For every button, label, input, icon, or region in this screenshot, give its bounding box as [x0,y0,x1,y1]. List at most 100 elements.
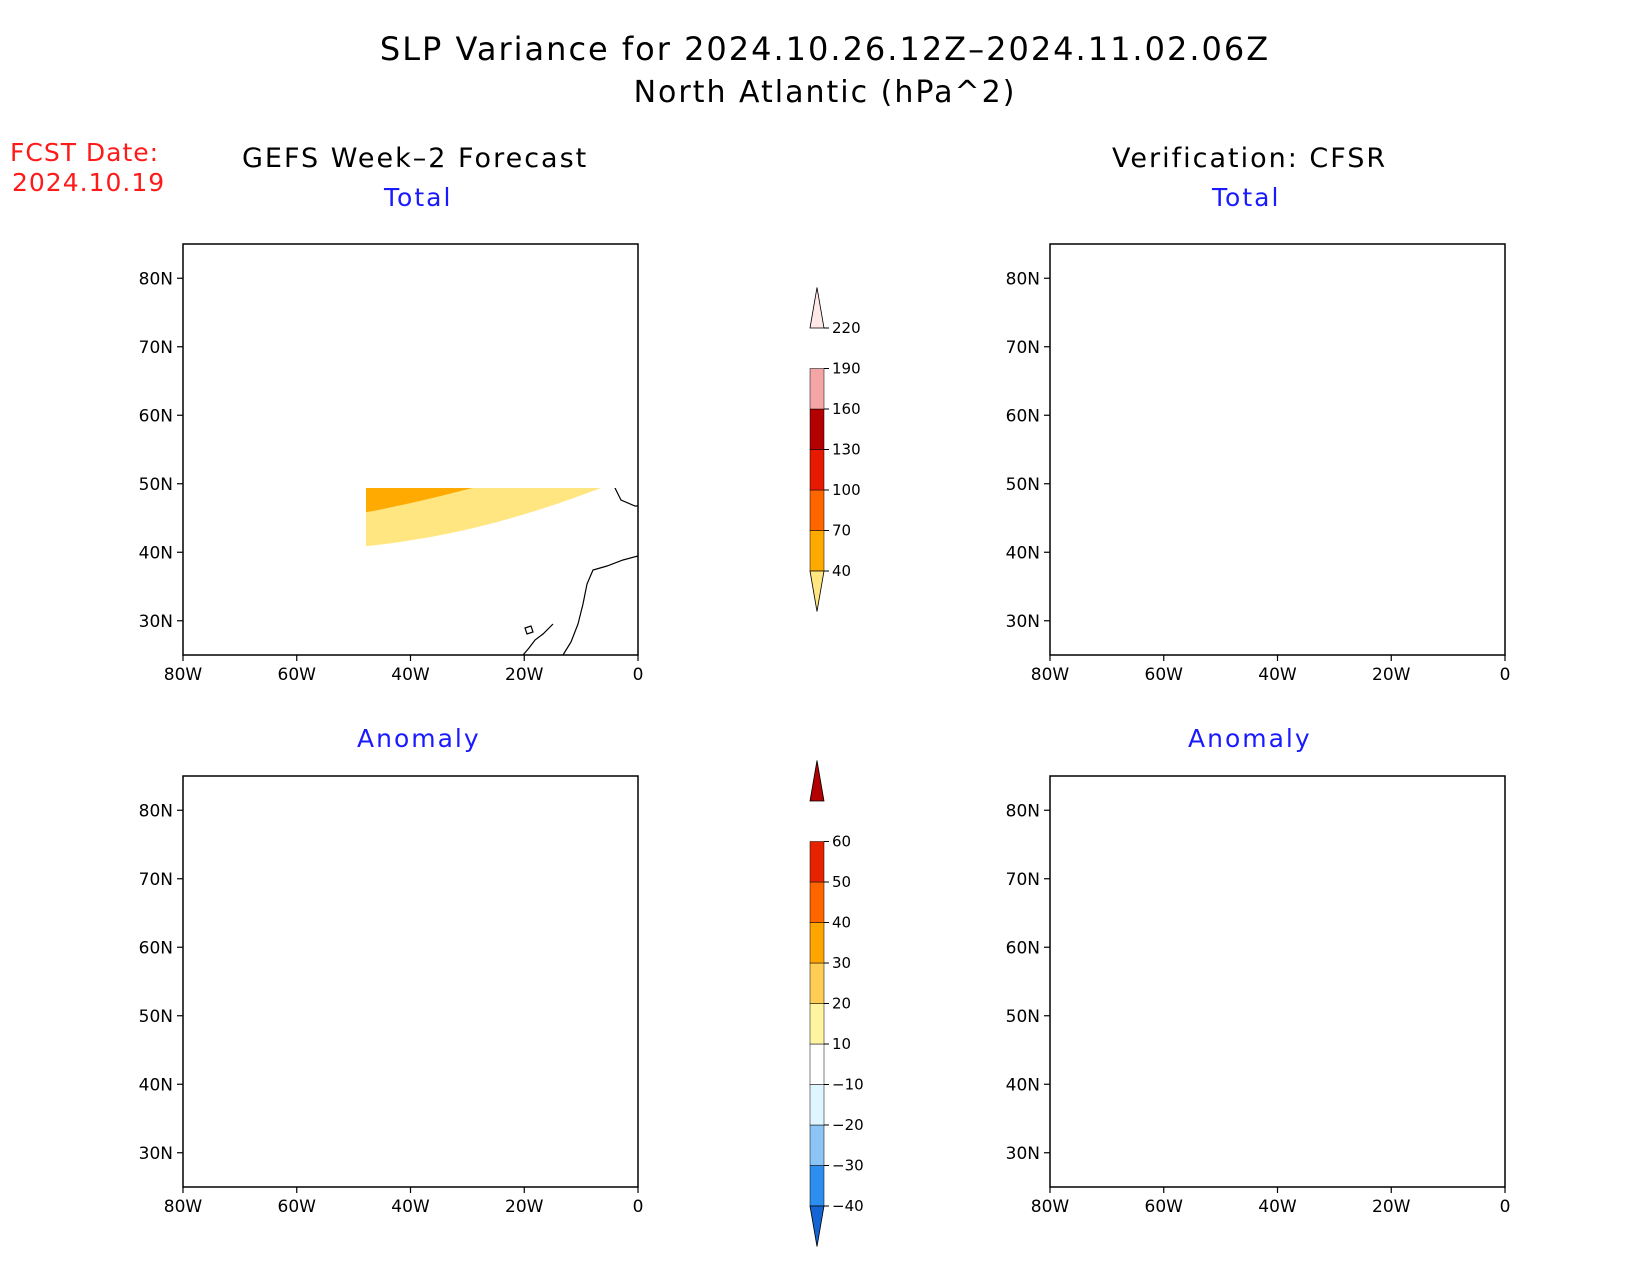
colorbar-total-label: 100 [832,481,861,499]
colorbar-anomaly-label: 10 [832,1035,851,1053]
forecast-anomaly-lat-label: 30N [139,1144,173,1164]
colorbar-total-swatch [809,368,825,410]
colorbar-total-label: 220 [832,319,861,337]
colorbar-anomaly: −40 −30 −20 −10 10 20 30 40 50 60 [809,760,864,1247]
forecast-total-lon-label: 80W [164,665,203,685]
verification-total-lat-label: 40N [1006,543,1040,563]
verification-anomaly-lat-label: 60N [1006,938,1040,958]
colorbar-anomaly-label: −40 [832,1197,864,1215]
colorbar-anomaly-label: 30 [832,954,851,972]
forecast-total-lat-label: 70N [139,338,173,358]
forecast-total-lon-label: 20W [505,665,544,685]
verification-anomaly-lat-label: 30N [1006,1144,1040,1164]
colorbar-total: 40 70 100 130 160 190 220 [809,287,861,612]
colorbar-anomaly-swatch [809,881,825,923]
forecast-anomaly-lon-label: 0 [633,1197,644,1217]
verification-total-lat-label: 70N [1006,338,1040,358]
verification-anomaly-title: Anomaly [1188,724,1312,753]
forecast-column-title: GEFS Week–2 Forecast [242,143,589,174]
forecast-total-lon-label: 40W [391,665,430,685]
verification-anomaly-lon-label: 80W [1031,1197,1070,1217]
colorbar-anomaly-swatch [809,1084,825,1126]
colorbar-anomaly-label: 50 [832,873,851,891]
verification-total-frame [1049,243,1506,656]
forecast-anomaly-lat-label: 50N [139,1007,173,1027]
verification-anomaly-lon-label: 40W [1258,1197,1297,1217]
colorbar-total-label: 70 [832,522,851,540]
colorbar-total-bottom-cap [809,570,825,612]
verification-anomaly-map [1050,776,1505,1187]
verification-total-map [1050,244,1505,655]
verification-column-title: Verification: CFSR [1112,143,1388,174]
colorbar-anomaly-label: −20 [832,1116,864,1134]
colorbar-anomaly-swatch [809,1043,825,1085]
forecast-anomaly-lat-label: 60N [139,938,173,958]
figure-title-line1: SLP Variance for 2024.10.26.12Z–2024.11.… [379,30,1271,68]
colorbar-total-swatch [809,449,825,491]
forecast-total-map [366,488,639,656]
colorbar-total-swatch [809,530,825,572]
colorbar-anomaly-swatch [809,1003,825,1045]
verification-total-lat-label: 60N [1006,406,1040,426]
forecast-anomaly-lat-label: 80N [139,801,173,821]
colorbar-total-label: 160 [832,400,861,418]
figure-title-line2: North Atlantic (hPa^2) [633,75,1017,110]
verification-total-lat-label: 50N [1006,475,1040,495]
forecast-total-lat-label: 50N [139,475,173,495]
colorbar-total-swatch [809,489,825,531]
forecast-anomaly-map [183,776,638,1187]
verification-anomaly-lon-label: 0 [1500,1197,1511,1217]
verification-anomaly-lon-label: 60W [1145,1197,1184,1217]
forecast-total-title: Total [384,183,453,212]
forecast-anomaly-lon-label: 40W [391,1197,430,1217]
colorbar-anomaly-swatch [809,841,825,883]
verification-anomaly-lon-label: 20W [1372,1197,1411,1217]
forecast-total-lon-label: 60W [278,665,317,685]
verification-total-lon-label: 40W [1258,665,1297,685]
forecast-anomaly-lat-label: 70N [139,870,173,890]
axes-layer: 80N 70N 60N 50N 40N 30N 80W 60W 40W 20W 0 80N 70N 60N… [139,269,1511,1217]
colorbar-total-swatch [809,408,825,450]
colorbar-anomaly-bottom-cap [809,1205,825,1247]
fcst-date-label: FCST Date: [10,138,160,167]
verification-total-title: Total [1212,183,1281,212]
fcst-date-value: 2024.10.19 [12,168,166,197]
forecast-anomaly-frame [182,775,639,1188]
colorbar-anomaly-label: −10 [832,1076,864,1094]
colorbar-anomaly-top-cap [809,760,825,802]
colorbar-anomaly-label: −30 [832,1157,864,1175]
colorbar-anomaly-swatch [809,962,825,1004]
colorbar-anomaly-swatch [809,1165,825,1207]
verification-total-lat-label: 30N [1006,612,1040,632]
forecast-total-lat-label: 40N [139,543,173,563]
colorbar-anomaly-swatch [809,922,825,964]
verification-anomaly-frame [1049,775,1506,1188]
forecast-anomaly-lon-label: 80W [164,1197,203,1217]
forecast-total-lat-label: 80N [139,269,173,289]
verification-anomaly-lat-label: 50N [1006,1007,1040,1027]
verification-total-lon-label: 0 [1500,665,1511,685]
forecast-anomaly-lon-label: 20W [505,1197,544,1217]
forecast-anomaly-lat-label: 40N [139,1075,173,1095]
verification-total-lon-label: 80W [1031,665,1070,685]
colorbar-total-top-cap [809,287,825,329]
colorbar-anomaly-label: 60 [832,833,851,851]
colorbar-total-label: 40 [832,562,851,580]
verification-total-lon-label: 60W [1145,665,1184,685]
forecast-anomaly-lon-label: 60W [278,1197,317,1217]
colorbar-anomaly-swatch [809,1124,825,1166]
forecast-total-lon-label: 0 [633,665,644,685]
verification-total-lon-label: 20W [1372,665,1411,685]
colorbar-anomaly-label: 20 [832,995,851,1013]
forecast-total-lat-label: 60N [139,406,173,426]
verification-anomaly-lat-label: 80N [1006,801,1040,821]
colorbar-total-label: 130 [832,441,861,459]
colorbar-anomaly-label: 40 [832,914,851,932]
verification-anomaly-lat-label: 70N [1006,870,1040,890]
colorbar-total-label: 190 [832,360,861,378]
verification-total-lat-label: 80N [1006,269,1040,289]
forecast-anomaly-title: Anomaly [357,724,481,753]
forecast-total-lat-label: 30N [139,612,173,632]
verification-anomaly-lat-label: 40N [1006,1075,1040,1095]
